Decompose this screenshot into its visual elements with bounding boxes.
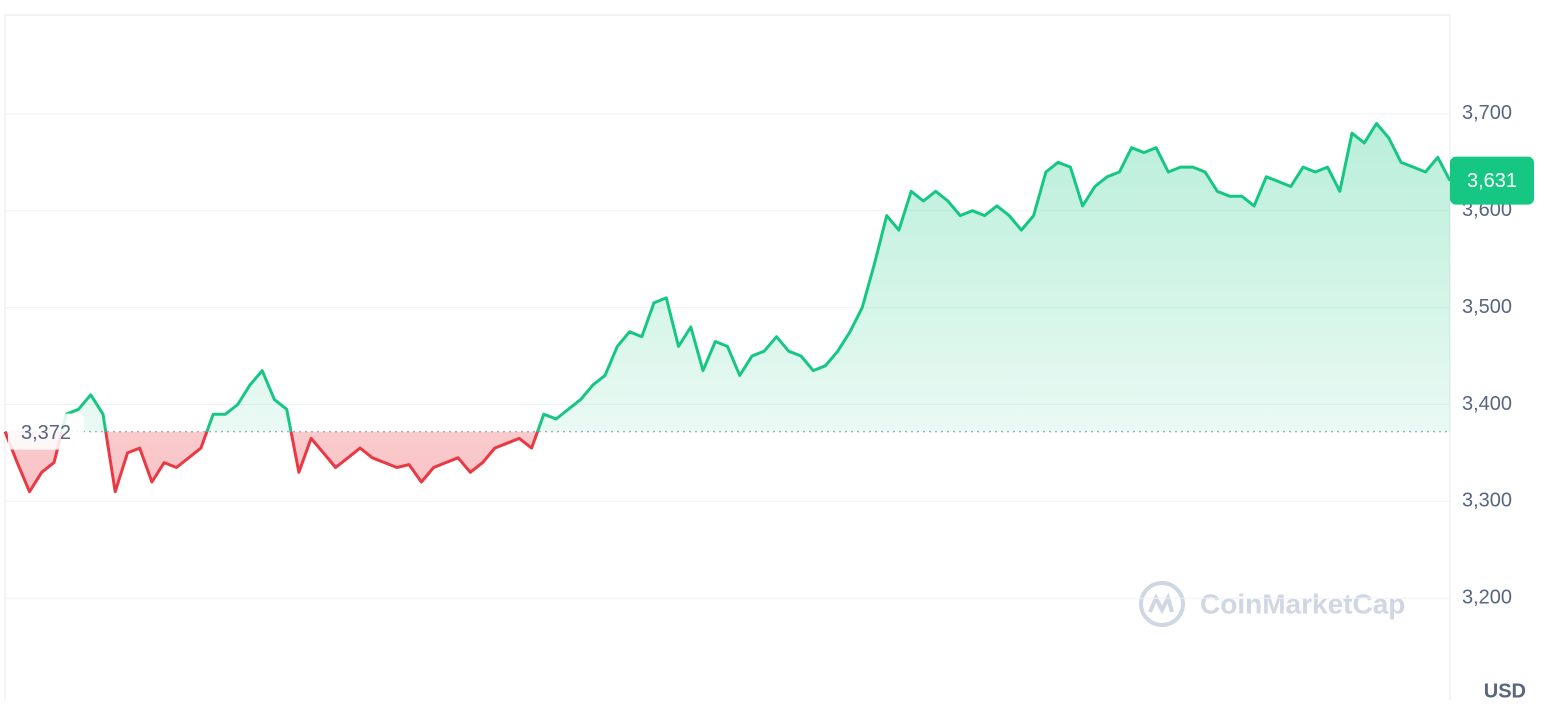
watermark-text: CoinMarketCap — [1200, 588, 1405, 619]
y-tick-label: 3,400 — [1462, 393, 1512, 415]
y-tick-label: 3,500 — [1462, 296, 1512, 318]
baseline-badge: 3,372 — [8, 413, 84, 450]
area-down — [5, 431, 1450, 492]
baseline-box — [8, 413, 84, 450]
watermark-logo-mark — [1148, 592, 1174, 615]
y-tick-label: 3,200 — [1462, 587, 1512, 609]
y-tick-label: 3,700 — [1462, 102, 1512, 124]
currency-label: USD — [1484, 680, 1526, 702]
area-up — [5, 123, 1450, 432]
watermark-logo — [1139, 581, 1185, 627]
current-price-label: 3,631 — [1467, 170, 1517, 192]
watermark: CoinMarketCap — [1139, 581, 1405, 627]
price-line-up — [4, 122, 1452, 432]
current-price-badge: 3,631 — [1450, 156, 1534, 205]
baseline-label: 3,372 — [21, 422, 71, 444]
y-tick-label: 3,300 — [1462, 490, 1512, 512]
current-price-box — [1450, 156, 1534, 205]
